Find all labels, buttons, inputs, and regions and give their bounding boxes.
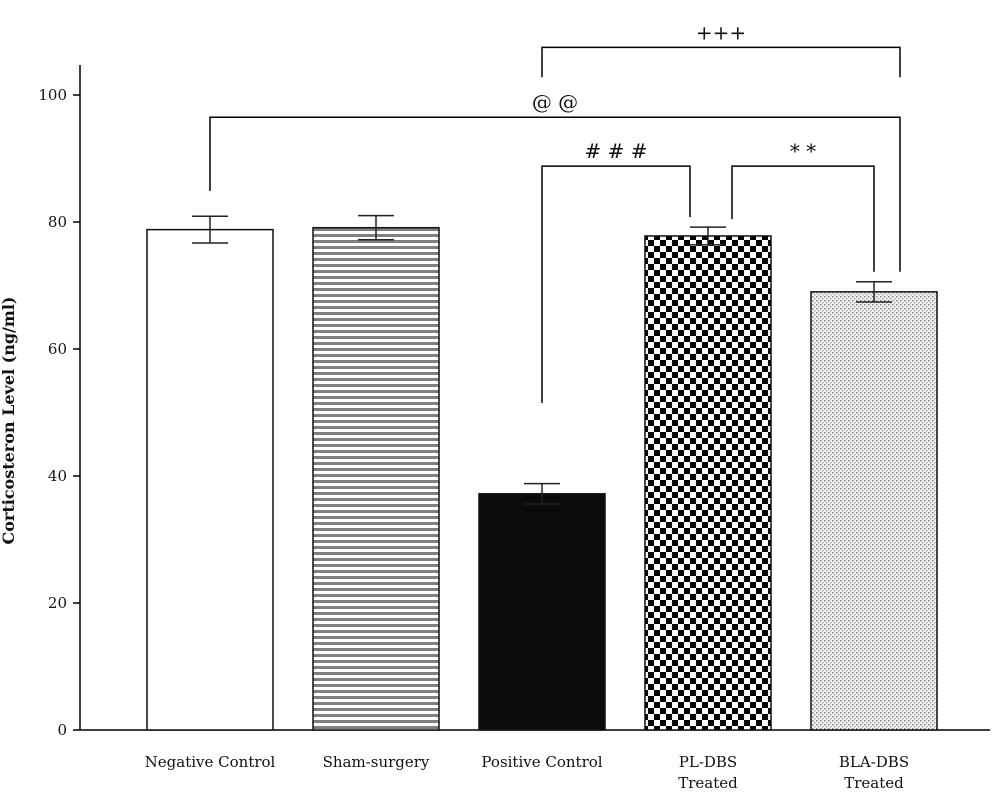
bar [810, 291, 938, 731]
significance-bracket [731, 165, 875, 272]
y-tick-label: 100 [38, 86, 67, 104]
labels: 0 20 40 60 80 100 Corticosteron Level (ng/ml) N… [0, 20, 909, 792]
bars [146, 226, 938, 731]
x-category-label: PL-DBS [679, 753, 737, 771]
significance-label: @ @ [532, 90, 578, 114]
bar [478, 493, 606, 731]
y-tick-label: 80 [48, 213, 67, 231]
x-category-label: Sham-surgery [323, 753, 430, 771]
error-bars [192, 214, 892, 505]
y-axis-title: Corticosteron Level (ng/ml) [0, 297, 18, 545]
y-tick-label: 60 [48, 340, 67, 358]
x-category-label: Positive Control [481, 753, 602, 771]
x-category-label: Treated [678, 774, 738, 792]
bar [146, 228, 274, 731]
x-category-label: Negative Control [145, 753, 276, 771]
y-tick-label: 40 [48, 467, 67, 485]
y-tick-label: 0 [57, 721, 67, 739]
bar [644, 235, 772, 731]
bar [312, 226, 440, 731]
significance-brackets [209, 46, 901, 403]
significance-label: +++ [696, 20, 746, 44]
significance-label: * * [790, 139, 816, 163]
y-tick-label: 20 [48, 594, 67, 612]
x-category-label: Treated [844, 774, 904, 792]
significance-bracket [541, 165, 691, 403]
x-category-label: BLA-DBS [839, 753, 909, 771]
significance-label: # # # [585, 139, 648, 163]
significance-bracket [209, 116, 901, 272]
significance-bracket [541, 46, 901, 78]
